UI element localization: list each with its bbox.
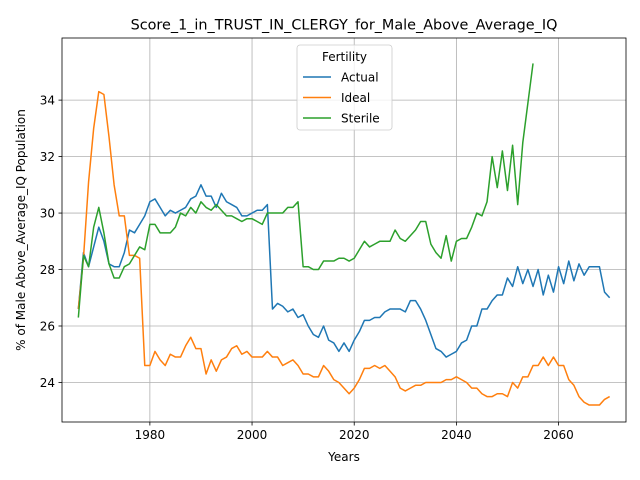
series-lines: [77, 63, 611, 406]
y-tick-label: 32: [40, 150, 55, 164]
legend-label-actual: Actual: [341, 71, 379, 85]
x-axis-label: Years: [327, 450, 360, 464]
x-tick-label: 2060: [543, 428, 574, 442]
series-line-sterile: [77, 63, 534, 318]
x-tick-label: 2020: [339, 428, 370, 442]
y-tick-label: 30: [40, 207, 55, 221]
legend-label-ideal: Ideal: [341, 91, 370, 105]
legend-label-sterile: Sterile: [341, 112, 380, 126]
series-line-ideal: [77, 90, 611, 406]
legend-title: Fertility: [322, 50, 367, 64]
plot-frame: [61, 37, 627, 423]
y-tick-label: 34: [40, 94, 55, 108]
x-tick-label: 1980: [135, 428, 166, 442]
series-line-actual: [77, 184, 611, 358]
y-tick-label: 28: [40, 263, 55, 277]
y-tick-label: 26: [40, 320, 55, 334]
legend: Fertility Actual Ideal Sterile: [296, 44, 393, 131]
chart-title: Score_1_in_TRUST_IN_CLERGY_for_Male_Abov…: [131, 18, 558, 34]
x-tick-label: 2000: [237, 428, 268, 442]
legend-box: [296, 44, 393, 131]
x-tick-label: 2040: [441, 428, 472, 442]
axes: 1980 2000 2020 2040 2060 24 26 28 30 32 34: [40, 94, 574, 442]
y-tick-label: 24: [40, 376, 55, 390]
y-axis-label: % of Male Above_Average_IQ Population: [14, 109, 28, 351]
